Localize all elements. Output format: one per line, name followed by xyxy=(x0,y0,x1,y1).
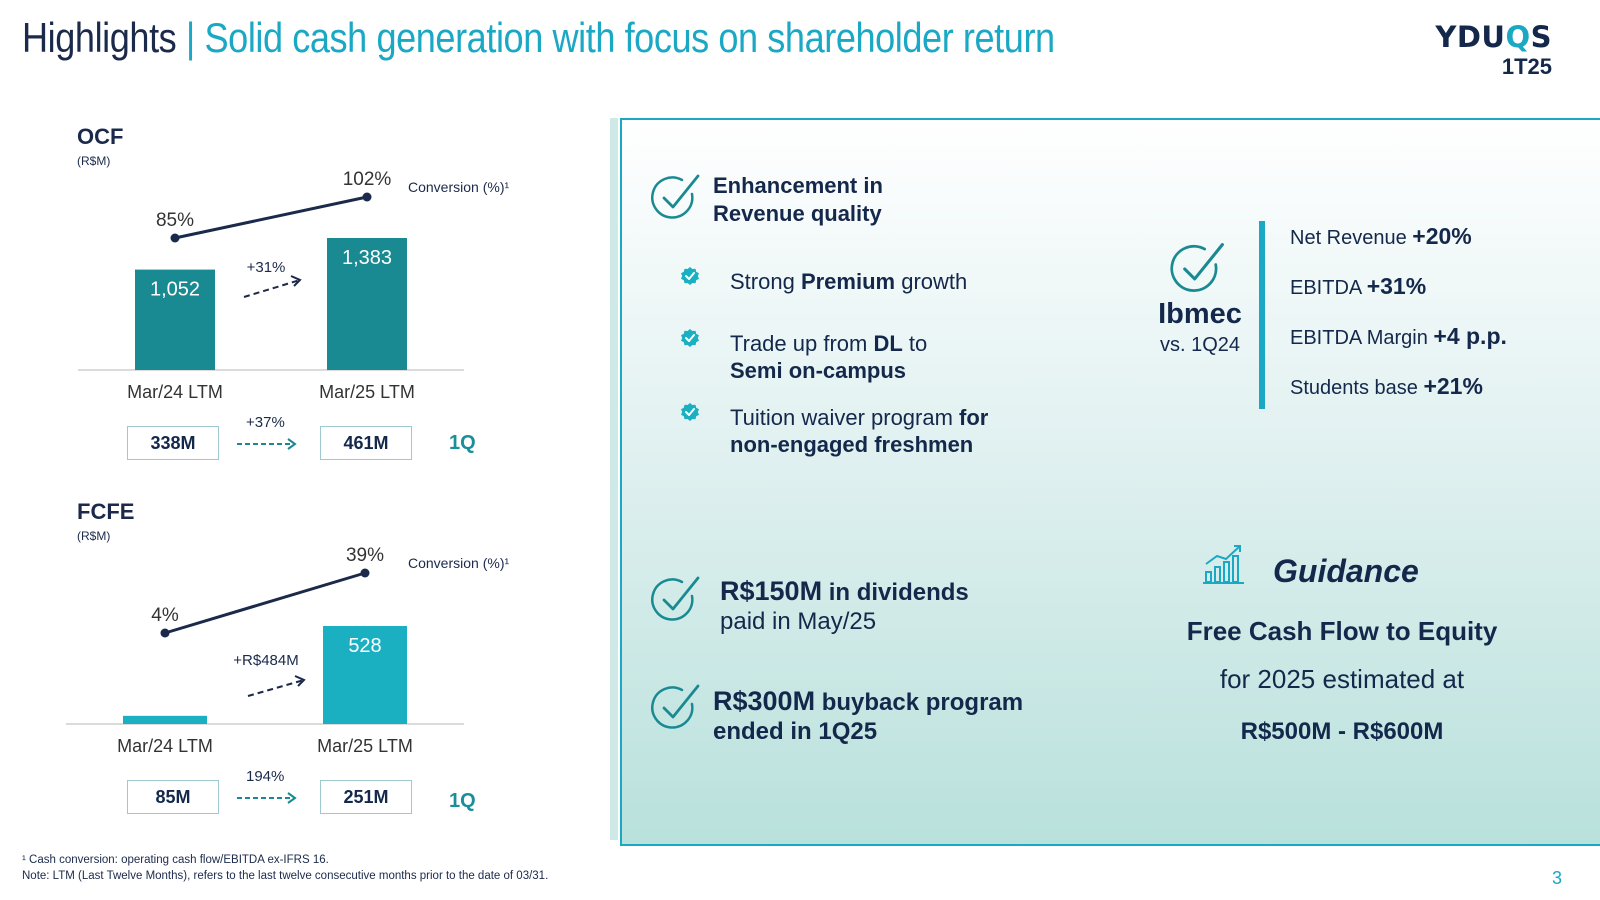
fcfe-bar-value-label: 528 xyxy=(348,635,381,657)
guidance-range: R$500M - R$600M xyxy=(1240,718,1444,745)
title-subtitle: Solid cash generation with focus on shar… xyxy=(204,14,1055,61)
ocf-chart-title: OCF xyxy=(77,124,124,149)
guidance-line-2: for 2025 estimated at xyxy=(1219,664,1465,694)
ibmec-divider xyxy=(1259,221,1265,409)
fcfe-growth-label: +R$484M xyxy=(233,652,298,669)
ocf-conversion-label: 102% xyxy=(343,169,392,190)
fcfe-conversion-point xyxy=(160,628,170,638)
ocf-quarter-value-1: 338M xyxy=(127,426,219,460)
footnote: ¹ Cash conversion: operating cash flow/E… xyxy=(22,854,549,882)
metric-ebitda-margin: EBITDA Margin +4 p.p. xyxy=(1290,323,1507,349)
verified-badge-icon xyxy=(681,329,699,347)
bullet-tuition-waiver: Tuition waiver program for non-engaged f… xyxy=(730,405,989,457)
metric-ebitda: EBITDA +31% xyxy=(1290,273,1427,299)
ocf-category-label: Mar/24 LTM xyxy=(127,382,223,402)
ocf-conversion-point xyxy=(362,192,372,202)
revenue-quality-title: Enhancement in Revenue quality xyxy=(713,173,883,226)
bullet-trade-up: Trade up from DL to Semi on-campus xyxy=(730,331,928,383)
ocf-conversion-label: 85% xyxy=(156,210,194,231)
fcfe-conversion-line xyxy=(164,571,366,635)
bullet-premium-growth: Strong Premium growth xyxy=(730,269,968,294)
fcfe-quarter-arrow-icon xyxy=(237,792,297,804)
panel-shadow xyxy=(610,118,618,840)
check-circle-icon xyxy=(651,174,700,219)
ocf-bar xyxy=(135,269,215,370)
fcfe-conversion-label: 39% xyxy=(346,545,384,566)
check-circle-icon xyxy=(1170,243,1224,292)
ocf-bar xyxy=(327,238,407,370)
title-separator: | xyxy=(185,14,195,61)
bar-chart-growth-icon xyxy=(1203,545,1244,584)
fcfe-bar xyxy=(323,626,407,724)
fcfe-conversion-point xyxy=(360,568,370,578)
metric-students-base: Students base +21% xyxy=(1290,373,1483,399)
ocf-chart: 1,052 Mar/24 LTM 1,383 Mar/25 LTM 85% 102% Con… xyxy=(78,169,509,402)
ocf-quarter-label: 1Q xyxy=(449,432,476,454)
ocf-conversion-point xyxy=(170,233,180,243)
dividends-headline: R$150M in dividends xyxy=(720,576,969,606)
fcfe-growth-arrowhead xyxy=(294,675,306,687)
ocf-bar-value-label: 1,052 xyxy=(150,279,200,301)
ocf-quarter-arrow-icon xyxy=(237,438,297,450)
fcfe-quarter-label: 1Q xyxy=(449,790,476,812)
page-title: Highlights | Solid cash generation with … xyxy=(22,14,1055,62)
verified-badge-icon xyxy=(681,267,699,285)
ocf-conversion-legend: Conversion (%)¹ xyxy=(408,179,509,195)
buyback-headline: R$300M buyback program xyxy=(713,686,1024,716)
check-circle-icon xyxy=(651,576,700,621)
fcfe-category-label: Mar/24 LTM xyxy=(117,736,213,756)
highlights-panel xyxy=(620,118,1600,846)
buyback-detail: ended in 1Q25 xyxy=(713,718,878,745)
ocf-conversion-line xyxy=(174,195,368,240)
company-logo: YDUQS xyxy=(1435,20,1552,54)
ocf-growth-arrow xyxy=(243,279,301,298)
fcfe-conversion-label: 4% xyxy=(151,605,179,626)
metric-net-revenue: Net Revenue +20% xyxy=(1290,223,1472,249)
title-main: Highlights xyxy=(22,14,177,61)
verified-badge-icon xyxy=(681,403,699,421)
page-number: 3 xyxy=(1551,868,1562,888)
period-label: 1T25 xyxy=(1501,54,1552,79)
fcfe-chart: 44 Mar/24 LTM 528 Mar/25 LTM 4% 39% Conversion… xyxy=(66,545,509,756)
ocf-chart-unit: (R$M) xyxy=(77,154,111,168)
fcfe-quarter-value-1: 85M xyxy=(127,780,219,814)
ocf-category-label: Mar/25 LTM xyxy=(319,382,415,402)
ocf-quarter-growth: +37% xyxy=(246,414,285,431)
fcfe-quarter-growth: 194% xyxy=(246,768,285,785)
ibmec-name: Ibmec xyxy=(1158,298,1242,330)
guidance-line-1: Free Cash Flow to Equity xyxy=(1186,616,1498,646)
check-circle-icon xyxy=(651,684,700,729)
ocf-growth-label: +31% xyxy=(247,259,286,276)
fcfe-conversion-legend: Conversion (%)¹ xyxy=(408,555,509,571)
guidance-title: Guidance xyxy=(1273,553,1419,589)
ocf-growth-arrowhead xyxy=(290,275,302,287)
fcfe-bar-value-label: 44 xyxy=(154,697,176,719)
fcfe-chart-title: FCFE xyxy=(77,499,135,524)
dividends-detail: paid in May/25 xyxy=(720,608,877,635)
fcfe-chart-unit: (R$M) xyxy=(77,529,111,543)
fcfe-category-label: Mar/25 LTM xyxy=(317,736,413,756)
ocf-quarter-value-2: 461M xyxy=(320,426,412,460)
fcfe-growth-arrow xyxy=(247,679,305,697)
ibmec-comparison: vs. 1Q24 xyxy=(1159,334,1241,356)
fcfe-bar xyxy=(123,715,207,724)
ocf-bar-value-label: 1,383 xyxy=(342,247,392,269)
fcfe-quarter-value-2: 251M xyxy=(320,780,412,814)
